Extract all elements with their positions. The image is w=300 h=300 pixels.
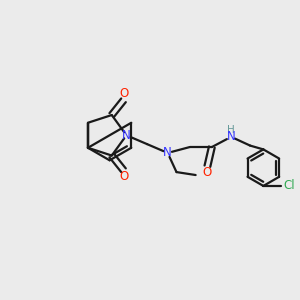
Text: O: O <box>119 170 128 183</box>
Text: N: N <box>122 129 131 142</box>
Text: H: H <box>227 125 235 135</box>
Text: Cl: Cl <box>284 179 295 192</box>
Text: O: O <box>203 166 212 179</box>
Text: N: N <box>226 130 235 143</box>
Text: N: N <box>163 146 172 159</box>
Text: O: O <box>119 87 128 100</box>
